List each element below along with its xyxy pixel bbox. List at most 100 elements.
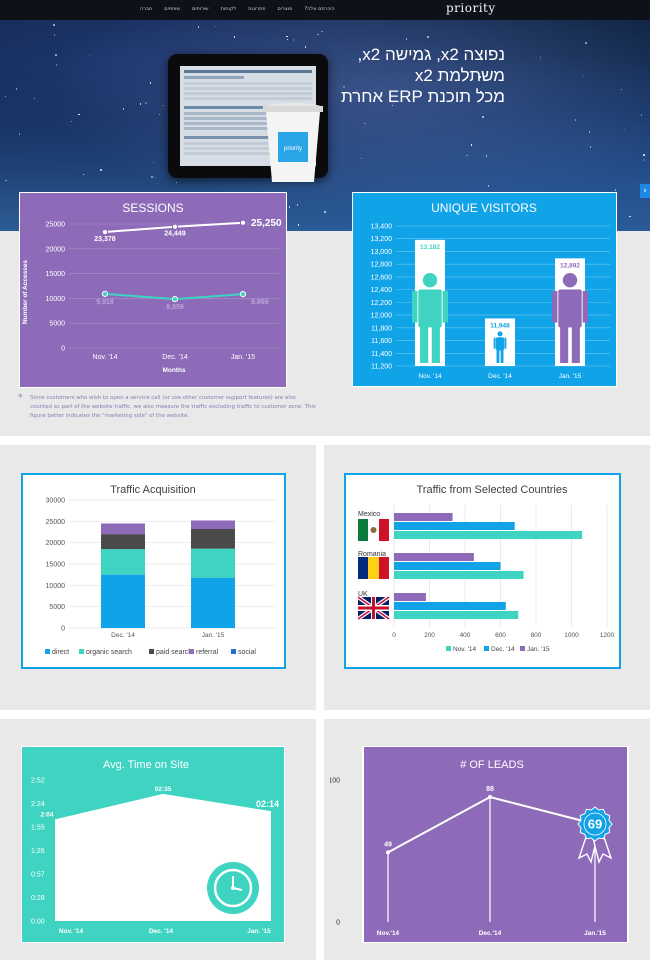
traffic-acquisition-legend-label: social — [238, 649, 256, 656]
sessions-y-tick: 15000 — [46, 271, 66, 278]
unique-visitors-y-tick: 11,600 — [371, 338, 392, 345]
sessions-point — [171, 223, 179, 230]
traffic-countries-flags — [356, 519, 391, 621]
sessions-point — [239, 290, 247, 298]
traffic-acquisition-bars — [101, 520, 235, 628]
avg-time-x-tick: Jan. '15 — [247, 928, 271, 935]
unique-visitors-y-tick: 12,600 — [371, 274, 393, 281]
sessions-x-tick: Jan. '15 — [231, 354, 255, 361]
avg-time-x-ticks: Nov. '14 Dec. '14 Jan. '15 — [59, 928, 271, 935]
row-divider-2 — [0, 710, 650, 719]
nav-item-customers[interactable]: לקוחות — [220, 6, 237, 12]
unique-visitors-y-ticks: 11,200 11,400 11,600 11,800 12,000 12,200 12,4… — [371, 224, 393, 371]
sessions-y-tick: 25000 — [46, 222, 66, 229]
traffic-countries-x-tick: 1000 — [564, 632, 579, 639]
traffic-countries-bar — [394, 513, 453, 521]
leads-y-tick: 100 — [330, 778, 340, 785]
traffic-countries-legend-label: Nov. '14 — [453, 646, 477, 653]
traffic-acquisition-y-tick: 15000 — [46, 562, 66, 569]
unique-visitors-x-tick: Nov. '14 — [418, 373, 442, 380]
traffic-countries-bar — [394, 531, 583, 539]
traffic-acquisition-x-tick: Dec. '14 — [111, 632, 135, 639]
leads-data-label: 88 — [486, 786, 494, 793]
sessions-series: 23,378 24,449 25,250 9,918 8,859 9,869 — [94, 218, 282, 311]
leads-x-tick: Dec.'14 — [479, 930, 502, 937]
carousel-next-icon[interactable]: › — [640, 184, 650, 198]
traffic-countries-bar — [394, 602, 506, 610]
nav-item-products[interactable]: מוצרים — [277, 6, 293, 12]
person-icon-head — [422, 273, 438, 288]
sessions-point — [101, 228, 109, 236]
traffic-acquisition-y-tick: 5000 — [49, 604, 65, 611]
nav-item-discover[interactable]: היכרתם אלה? — [304, 6, 335, 12]
footnote-text: Since customers who wish to open a servi… — [30, 395, 316, 419]
sessions-data-label: 25,250 — [251, 218, 282, 229]
row-divider-1 — [0, 436, 650, 445]
hero-headline: נפוצה x2, גמישה x2, משתלמת x2 מכל תוכנת … — [300, 44, 505, 107]
traffic-countries-bar — [394, 522, 515, 530]
logo[interactable]: priority — [446, 1, 496, 15]
unique-visitors-title: UNIQUE VISITORS — [431, 201, 537, 215]
sessions-chart: SESSIONS 0 5000 10000 15000 20000 25000 Nov. … — [19, 192, 287, 388]
traffic-countries-legend-label: Dec. '14 — [491, 646, 515, 653]
person-icon-arm — [582, 291, 588, 323]
sessions-y-tick: 0 — [61, 346, 65, 353]
traffic-countries-category-labels: Mexico Romania UK — [358, 511, 386, 598]
person-icon-leg — [571, 325, 580, 363]
avg-time-y-tick: 0:00 — [31, 919, 45, 926]
traffic-acquisition-legend-swatch — [189, 649, 194, 654]
mexico-flag-icon — [358, 519, 389, 541]
avg-time-y-tick: 2:52 — [31, 778, 45, 785]
nav-item-solutions[interactable]: פתרונות — [248, 6, 266, 12]
sessions-data-label: 8,859 — [166, 304, 184, 311]
traffic-countries-x-tick: 200 — [424, 632, 435, 639]
person-icon — [552, 273, 588, 363]
traffic-acquisition-y-tick: 30000 — [46, 498, 66, 505]
traffic-acquisition-chart: Traffic Acquisition 0 5000 10000 15000 20000… — [21, 473, 286, 669]
traffic-countries-bar — [394, 571, 524, 579]
traffic-countries-x-ticks: 0 200 400 600 800 1000 1200 — [392, 632, 614, 639]
traffic-countries-x-tick: 0 — [392, 632, 396, 639]
ribbon-badge-icon: 69 — [577, 806, 613, 865]
avg-time-y-tick: 0:28 — [31, 895, 45, 902]
cup-label: priority — [284, 146, 302, 152]
unique-visitors-bars: 13,182 11,948 12,892 — [412, 239, 588, 366]
avg-time-data-label: 02:14 — [256, 799, 279, 809]
person-icon-arm — [493, 337, 496, 349]
traffic-countries-chart: Traffic from Selected Countries — [344, 473, 621, 669]
hero-line-1: נפוצה x2, גמישה x2, — [357, 45, 505, 64]
traffic-countries-bar — [394, 562, 501, 570]
coffee-cup-illustration: priority — [263, 103, 323, 182]
traffic-acquisition-title: Traffic Acquisition — [110, 484, 196, 496]
sessions-x-tick: Dec. '14 — [162, 354, 188, 361]
sessions-y-tick: 5000 — [49, 321, 65, 328]
sessions-y-ticks: 0 5000 10000 15000 20000 25000 — [46, 222, 66, 353]
leads-title: # OF LEADS — [460, 759, 524, 771]
traffic-acquisition-legend: direct organic search paid search referral s… — [45, 649, 256, 656]
ribbon-badge-ring — [583, 812, 607, 836]
traffic-acquisition-legend-label: referral — [196, 649, 219, 656]
traffic-acquisition-y-tick: 20000 — [46, 540, 66, 547]
person-icon-leg — [500, 349, 504, 363]
traffic-acquisition-y-tick: 25000 — [46, 519, 66, 526]
leads-x-tick: Jan.'15 — [584, 930, 606, 937]
nav-item-partners[interactable]: שותפים — [164, 6, 180, 12]
top-nav-bar: היכרתם אלה? מוצרים פתרונות לקוחות שירותי… — [0, 0, 650, 20]
traffic-countries-x-tick: 400 — [460, 632, 471, 639]
nav-item-services[interactable]: שירותים — [192, 6, 209, 12]
nav-item-company[interactable]: חברה — [140, 6, 153, 12]
avg-time-y-ticks: 0:00 0:28 0:57 1:26 1:55 2:24 2:52 — [31, 778, 45, 926]
traffic-acquisition-y-tick: 10000 — [46, 583, 66, 590]
traffic-countries-legend: Nov. '14 Dec. '14 Jan. '15 — [446, 646, 550, 653]
hero-line-3: מכל תוכנת ERP אחרת — [340, 87, 505, 106]
sessions-data-label: 24,449 — [164, 231, 186, 238]
person-icon-torso — [418, 289, 442, 328]
avg-time-y-tick: 1:26 — [31, 848, 45, 855]
traffic-acquisition-y-tick: 0 — [61, 626, 65, 633]
person-icon-arm — [552, 291, 558, 323]
unique-visitors-data-label: 12,892 — [560, 262, 580, 269]
avg-time-y-tick: 1:55 — [31, 825, 45, 832]
traffic-acquisition-bar-segment — [191, 577, 235, 628]
leads-x-tick: Nov.'14 — [377, 930, 400, 937]
